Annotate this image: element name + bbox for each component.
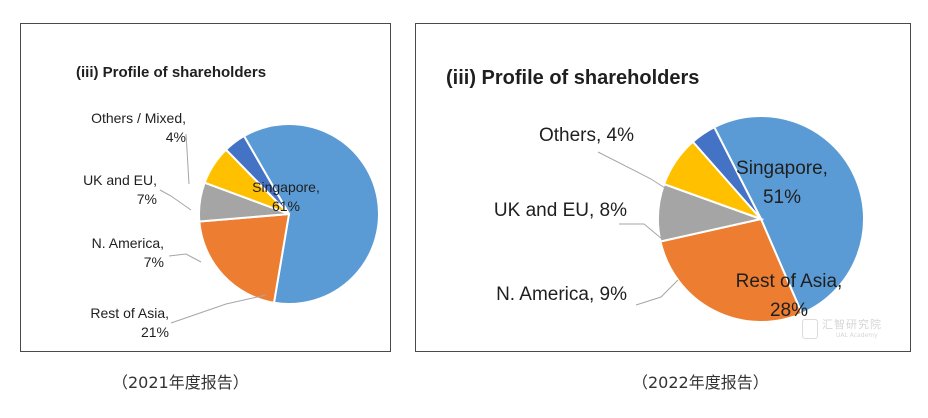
leader-line-n-america <box>635 279 679 306</box>
data-label-uk-and-eu: UK and EU, <box>83 172 157 188</box>
caption-2022: （2022年度报告） <box>632 373 769 392</box>
leader-line-uk-and-eu <box>619 223 663 240</box>
data-label-singapore: Singapore, <box>736 158 828 179</box>
leader-line-n-america <box>168 253 202 263</box>
watermark-subtext: UAL Academy <box>836 332 878 339</box>
caption-2021: （2021年度报告） <box>112 373 249 392</box>
data-label-rest-of-asia: 21% <box>141 324 169 340</box>
pie-slice-others <box>691 125 762 220</box>
pie-slices-2022 <box>657 115 865 323</box>
pie-chart-2022: (iii) Profile of shareholders Singapore, 5… <box>446 67 865 323</box>
pie-slice-rest-of-asia <box>198 212 291 304</box>
data-label-singapore: 61% <box>272 198 300 214</box>
pie-slice-others-mixed <box>224 134 290 215</box>
leader-line-rest-of-asia <box>170 294 267 324</box>
data-label-singapore: Singapore, <box>252 179 320 195</box>
chart-panel-2021: (iii) Profile of shareholders Singapore, 6… <box>20 23 391 352</box>
data-label-n-america: N. America, <box>92 235 164 251</box>
data-label-n-america: N. America, 9% <box>496 284 627 305</box>
leader-line-others-mixed <box>185 133 190 185</box>
watermark-text: 汇智研究院 <box>822 318 882 331</box>
data-label-singapore: 51% <box>763 187 801 208</box>
leader-line-others <box>597 151 669 191</box>
data-label-rest-of-asia: 28% <box>770 300 808 321</box>
watermark-icon <box>802 319 818 339</box>
pie-slice-rest-of-asia <box>659 217 804 323</box>
pie-slice-singapore <box>712 115 865 315</box>
leader-line-uk-and-eu <box>159 189 192 211</box>
data-label-others: Others, 4% <box>539 125 634 146</box>
watermark-logo: 汇智研究院 UAL Academy <box>800 316 910 346</box>
chart-title-2022: (iii) Profile of shareholders <box>446 67 699 89</box>
pie-slice-singapore <box>242 123 381 305</box>
data-label-uk-and-eu: UK and EU, 8% <box>494 200 627 221</box>
data-label-others-mixed: Others / Mixed, <box>91 110 186 126</box>
data-label-uk-and-eu: 7% <box>137 191 157 207</box>
chart-title-2021: (iii) Profile of shareholders <box>76 64 266 81</box>
data-label-others-mixed: 4% <box>166 129 186 145</box>
data-label-n-america: 7% <box>144 254 164 270</box>
pie-slices-2021 <box>198 123 381 305</box>
pie-chart-2021: (iii) Profile of shareholders Singapore, 6… <box>76 64 381 340</box>
chart-panel-2022: (iii) Profile of shareholders Singapore, 5… <box>415 23 911 352</box>
data-label-rest-of-asia: Rest of Asia, <box>736 271 843 292</box>
data-label-rest-of-asia: Rest of Asia, <box>90 305 169 321</box>
